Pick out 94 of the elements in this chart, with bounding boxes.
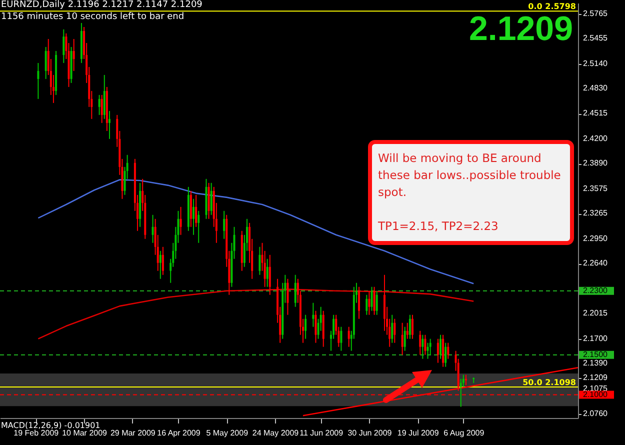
candlestick [180,206,182,236]
ref-line-label: 2.1000 [583,390,608,399]
y-tick-label: 2.3265 [583,208,608,218]
y-tick-label: 2.1700 [583,334,608,343]
annotation: TP1=2.15, TP2=2.23 [378,218,500,235]
candlestick [422,334,424,360]
candlestick [159,250,162,280]
candlestick [312,302,314,328]
y-tick-label: 2.2950 [583,234,608,243]
y-tick-label: 2.2015 [583,308,608,318]
x-tick-label: 29 Mar 2009 [110,428,156,438]
candlestick [376,290,378,316]
y-tick-label: 2.4515 [583,108,608,118]
candlestick [223,210,226,240]
x-tick-label: 16 Apr 2009 [157,428,201,438]
candlestick [394,318,396,344]
candlestick [408,314,411,340]
candlestick [464,374,467,386]
candlestick [37,62,40,100]
candlestick [366,294,368,316]
ref-line-label: 0.0 2.5798 [528,2,576,12]
candlestick [401,322,404,356]
candlestick [358,286,360,320]
candlestick [210,182,212,216]
x-tick-label: 30 Jun 2009 [348,428,392,438]
candlestick [447,342,450,360]
candlestick [286,278,289,316]
candlestick [373,286,376,316]
y-tick-label: 2.5765 [583,8,608,18]
candlestick [442,334,444,368]
x-tick-label: 11 Jun 2009 [300,428,344,438]
candlestick [103,74,106,120]
x-tick-label: 19 Feb 2009 [14,428,60,438]
candlestick [340,326,342,352]
ref-line-label: 50.0 2.1098 [522,378,576,387]
text: 1156 minutes 10 seconds left to bar end [1,12,184,22]
candlestick [62,28,65,64]
chart-title: EURNZD,Daily 2.1196 2.1217 2.1147 2.1209 [1,0,202,10]
candlestick [162,246,164,276]
candlestick [304,314,307,340]
candlestick [348,326,350,348]
candlestick [314,310,317,344]
candlestick [411,314,414,340]
x-tick-label: 10 Mar 2009 [62,428,108,438]
candlestick [108,110,110,140]
candlestick [258,246,261,276]
annotation: 2.1209 [469,10,573,49]
y-tick-label: 2.5140 [583,58,608,68]
x-tick-label: 24 May 2009 [252,428,300,438]
candlestick [98,94,100,116]
candlestick [424,334,426,356]
y-tick-label: 2.3575 [583,184,608,193]
candlestick [383,274,386,332]
candlestick [406,322,408,340]
candlestick [44,46,47,80]
candlestick [460,378,462,408]
candlestick [426,342,429,360]
candlestick [404,326,406,352]
y-tick-label: 2.4200 [583,134,608,143]
candlestick [100,94,103,124]
candlestick [429,338,432,356]
candlestick [436,338,439,364]
ref-line-label: 2.2300 [583,286,608,295]
candlestick [208,182,210,220]
y-tick-label: 2.0760 [583,409,608,418]
line-series [38,288,474,340]
x-tick-label: 19 Jul 2009 [397,428,440,438]
x-tick-label: 6 Aug 2009 [444,428,485,438]
candlestick [391,314,394,344]
candlestick [368,290,370,316]
candlestick [195,194,198,228]
candlestick [440,334,442,360]
y-tick-label: 2.3890 [583,158,608,168]
y-tick-label: 2.5455 [583,34,608,43]
candlestick [294,274,296,308]
ref-line-label: 2.1500 [583,350,608,359]
candlestick [198,210,200,244]
y-tick-label: 2.2640 [583,258,608,268]
candlestick [444,342,447,368]
candlestick [322,310,324,348]
y-tick-label: 2.1390 [583,358,608,368]
candlestick [268,254,271,296]
candlestick [370,286,373,312]
candlestick [190,190,192,228]
y-tick-label: 2.1209 [583,373,608,382]
candlestick [266,258,268,288]
candlestick [419,330,422,356]
y-tick-label: 2.4830 [583,84,608,93]
candlestick [152,214,154,244]
annotation: Will be moving to BE around these bar lows..possible trouble spot. [378,150,562,201]
text: MACD(12,26,9) -0.01901 [1,421,100,430]
x-tick-label: 5 May 2009 [206,428,249,438]
candlestick [192,198,195,236]
candlestick [72,38,75,72]
